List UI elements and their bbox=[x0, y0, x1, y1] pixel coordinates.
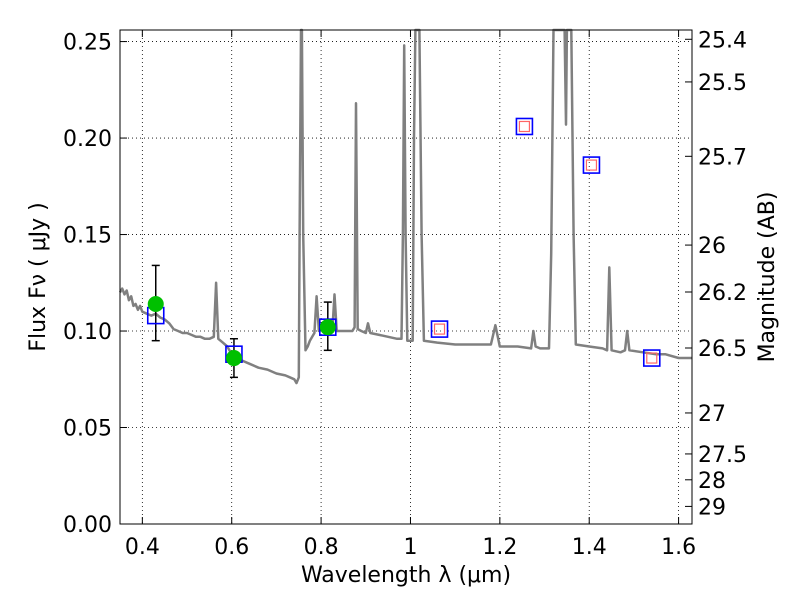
y2-tick-label: 29 bbox=[698, 495, 726, 520]
upper-limit-marker bbox=[585, 159, 598, 171]
y2-tick-label: 26 bbox=[698, 234, 726, 259]
y-axis-label: Flux Fν ( μJy ) bbox=[26, 202, 51, 351]
x-tick-label: 0.6 bbox=[214, 535, 249, 560]
observed-photometry-point bbox=[225, 350, 242, 367]
tick-labels: 0.4 0.6 0.8 1 1.2 1.4 1.6 0.00 0.05 0.10 0.15 0.20 0… bbox=[63, 28, 747, 560]
model-photometry-square bbox=[430, 320, 449, 338]
spectrum-line bbox=[118, 28, 692, 385]
x-tick-label: 0.8 bbox=[304, 535, 339, 560]
model-spectrum bbox=[118, 28, 692, 385]
model-photometry-square bbox=[582, 156, 601, 174]
y2-tick-label: 26.5 bbox=[698, 337, 747, 362]
x-tick-label: 1 bbox=[403, 535, 417, 560]
y-tick-label: 0.15 bbox=[63, 224, 112, 249]
x-tick-label: 1.6 bbox=[661, 535, 696, 560]
observed-photometry-point bbox=[147, 296, 164, 313]
observed-photometry-point bbox=[319, 319, 336, 336]
y-tick-label: 0.10 bbox=[63, 320, 112, 345]
plot-frame bbox=[119, 29, 693, 525]
y-tick-label: 0.00 bbox=[63, 513, 112, 538]
upper-limit-marker bbox=[646, 352, 658, 364]
y2-tick-label: 25.7 bbox=[698, 145, 747, 170]
y2-tick-label: 25.4 bbox=[698, 28, 747, 53]
y-tick-label: 0.25 bbox=[63, 31, 112, 56]
x-tick-label: 1.2 bbox=[482, 535, 517, 560]
x-axis-label: Wavelength λ (μm) bbox=[301, 563, 511, 588]
x-tick-label: 0.4 bbox=[125, 535, 160, 560]
y2-tick-label: 25.5 bbox=[698, 71, 747, 96]
upper-limit-marker bbox=[433, 323, 446, 335]
y2-axis-label: Magnitude (AB) bbox=[755, 192, 780, 363]
y2-tick-label: 27 bbox=[698, 402, 726, 427]
upper-limit-marker bbox=[518, 120, 531, 133]
axis-ticks bbox=[120, 30, 692, 525]
y2-tick-label: 26.2 bbox=[698, 281, 747, 306]
photometry-points bbox=[146, 117, 661, 367]
y-tick-label: 0.20 bbox=[63, 127, 112, 152]
y2-tick-label: 27.5 bbox=[698, 443, 747, 468]
x-tick-label: 1.4 bbox=[572, 535, 607, 560]
model-photometry-square bbox=[515, 117, 534, 136]
y2-tick-label: 28 bbox=[698, 469, 726, 494]
model-photometry-square bbox=[642, 349, 661, 367]
y-tick-label: 0.05 bbox=[63, 417, 112, 442]
